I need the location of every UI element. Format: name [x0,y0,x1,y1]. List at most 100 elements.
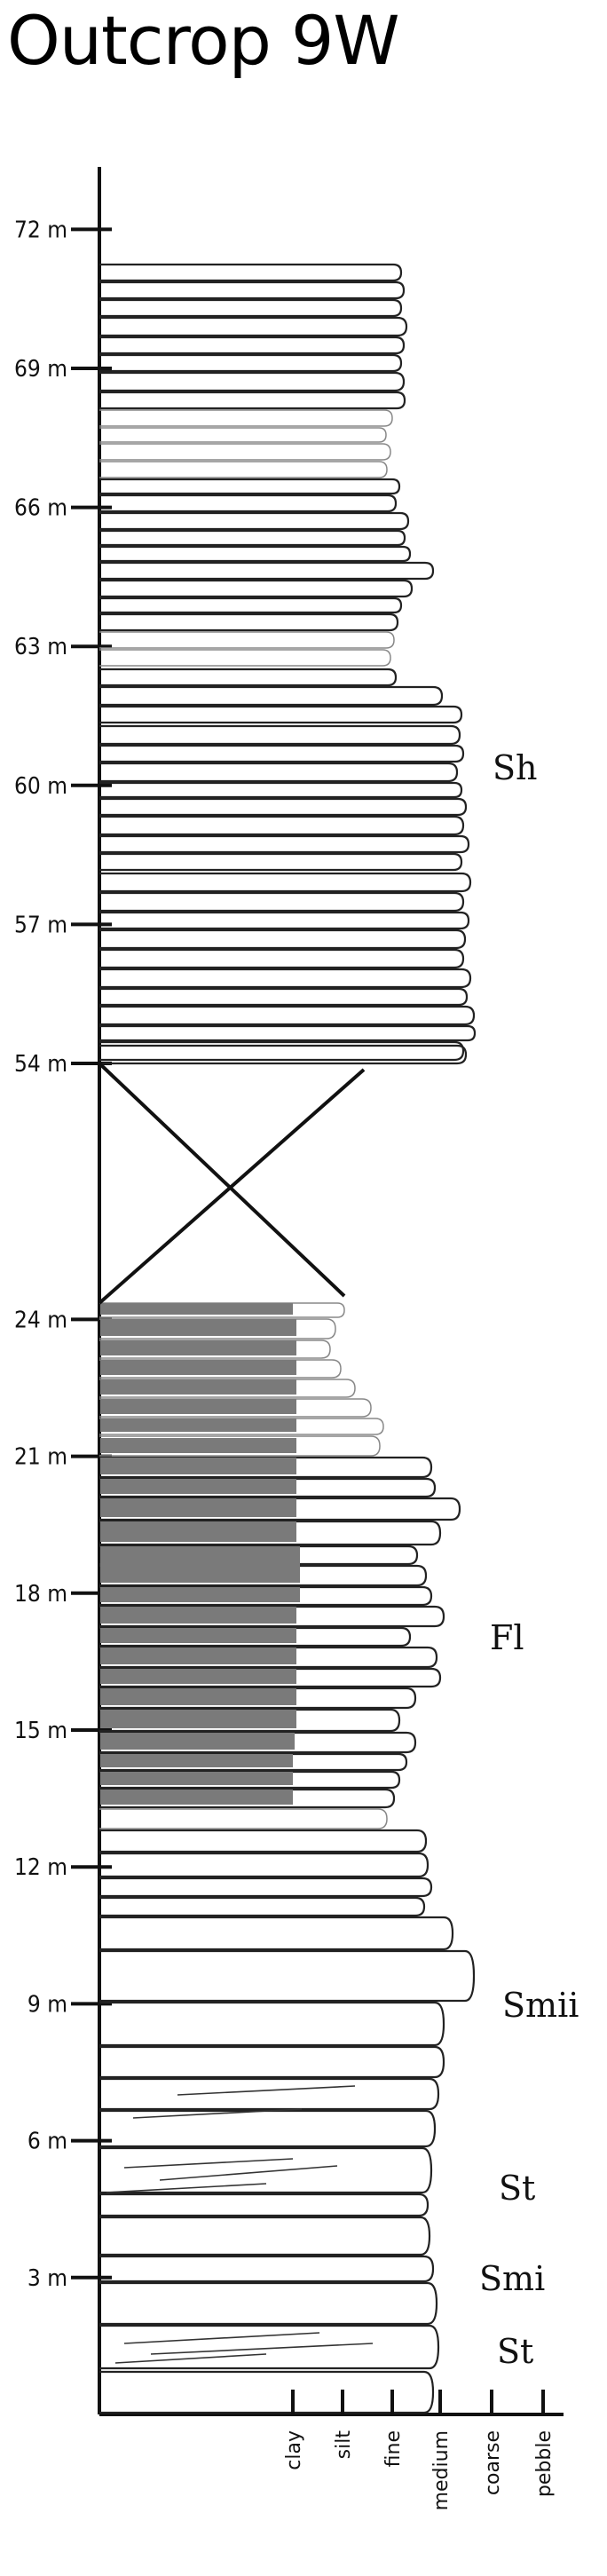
mudstone-layer [100,1546,300,1583]
bed [99,2077,440,2111]
bed [99,928,467,950]
depth-tick-label: 21 m [14,1444,67,1471]
bed [99,443,391,461]
bed [99,1477,437,1498]
facies-label-fl: Fl [490,1618,524,1657]
depth-tick-label: 9 m [28,1991,67,2018]
bed [99,1044,468,1065]
bed [99,2193,430,2217]
bed [99,2216,431,2256]
page-title: Outcrop 9W [7,1,400,80]
bed [99,834,470,854]
bed [99,461,388,478]
cross-bedding [123,2158,294,2169]
depth-tick-label: 63 m [14,634,67,660]
depth-tick-label: 66 m [14,495,67,522]
mudstone-layer [100,1733,295,1750]
bed [99,968,472,989]
bed [99,1770,401,1790]
mudstone-layer [100,1628,296,1643]
bed [99,2109,437,2148]
facies-label-st: St [497,2332,533,2371]
mudstone-layer [100,1790,293,1805]
bed [99,911,470,930]
grain-label-silt: silt [333,2430,355,2460]
bed [99,724,461,746]
mudstone-layer [100,1688,296,1705]
cross-bedding [177,2085,356,2096]
bed [99,298,403,318]
bed [99,1398,372,1418]
bed [99,561,435,581]
grain-label-medium: medium [430,2430,453,2510]
bed [99,649,391,667]
depth-tick-label: 18 m [14,1581,67,1608]
depth-tick-label: 60 m [14,773,67,800]
bed [99,762,459,783]
mudstone-layer [100,1669,296,1684]
bed [99,612,399,632]
depth-tick-label: 24 m [14,1307,67,1333]
depth-tick-label: 69 m [14,356,67,383]
bed [99,579,414,598]
bed [99,1877,433,1898]
depth-tick-label: 57 m [14,912,67,938]
bed [99,815,465,836]
bed [99,1585,433,1607]
mudstone-layer [100,1710,296,1728]
bed [99,2281,438,2326]
depth-tick-label: 12 m [14,1854,67,1881]
bed [99,685,444,707]
bed [99,1646,438,1669]
cross-bedding [114,2353,267,2364]
bed [99,1829,428,1853]
facies-label-smi: Smi [479,2259,545,2298]
facies-label-sh: Sh [493,748,538,787]
bed [99,1545,419,1566]
grain-label-clay: clay [283,2430,305,2470]
bed [99,1626,412,1648]
cross-bedding [150,2343,374,2355]
bed [99,797,468,817]
mudstone-layer [100,1379,296,1395]
mudstone-layer [100,1521,296,1542]
mudstone-layer [100,1607,296,1624]
bed [99,1379,356,1398]
bed [99,987,469,1007]
bed [99,1359,342,1379]
cross-bedding [106,2183,267,2193]
depth-tick-label: 15 m [14,1718,67,1744]
bed [99,1752,408,1772]
covered-interval [98,1062,366,1305]
bed [99,668,398,687]
bed [99,409,393,427]
bed [99,478,401,495]
bed [99,1497,461,1521]
bed [99,852,463,872]
bed [99,371,406,392]
bed [99,545,412,563]
mudstone-layer [100,1772,293,1785]
bed [99,494,398,513]
bed [99,1024,477,1042]
bed [99,2045,445,2079]
bed [99,1852,430,1878]
bed [99,2370,435,2414]
bed [99,1808,388,1829]
mudstone-layer [100,1754,293,1767]
bed [99,1520,442,1546]
bed [99,948,465,969]
bed [99,1731,417,1754]
bed [99,427,387,443]
mudstone-layer [100,1458,296,1474]
facies-label-st: St [499,2169,535,2208]
depth-tick-label: 72 m [14,217,67,243]
bed [99,1456,433,1479]
mudstone-layer [100,1438,296,1453]
bed [99,1896,426,1917]
bed [99,1040,465,1062]
bed [99,1339,331,1359]
bed [99,316,408,337]
bed [99,1949,476,2003]
